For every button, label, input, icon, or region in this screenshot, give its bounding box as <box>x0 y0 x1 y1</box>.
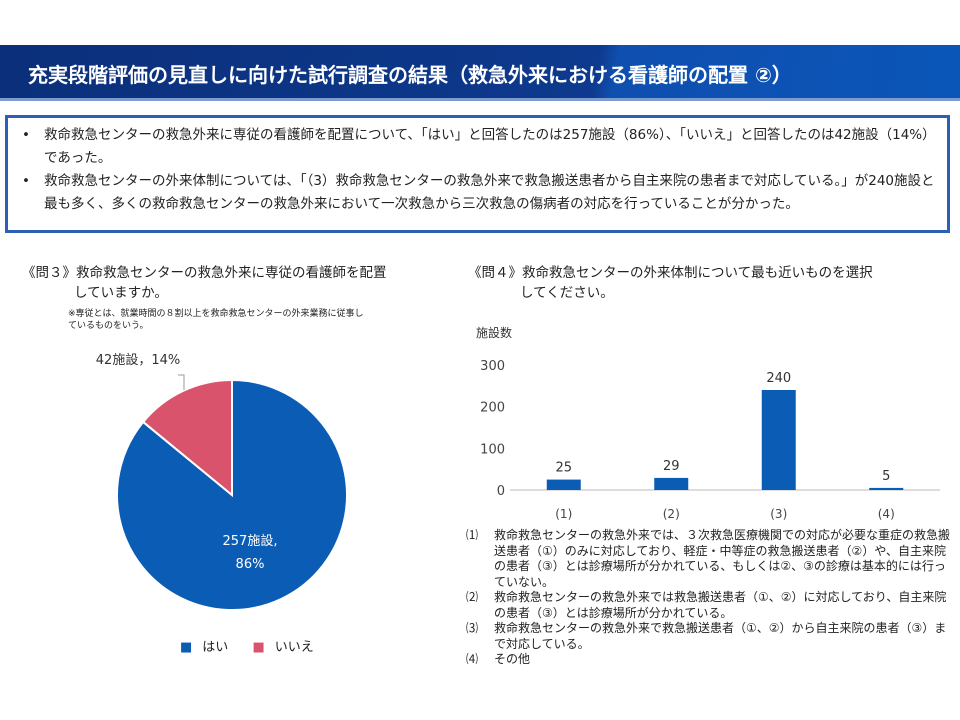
page-title: 充実段階評価の見直しに向けた試行調査の結果（救急外来における看護師の配置 ②） <box>28 63 792 87</box>
definition-item: ⑵ 救命救急センターの救急外来では救急搬送患者（①、②）に対応しており、自主来院の… <box>466 590 947 620</box>
q3-note: ※専従とは、就業時間の８割以上を救命救急センターの外来業務に従事しているものをい… <box>68 309 364 331</box>
legend-yes: ■ はい <box>180 640 229 655</box>
y-tick-label: 200 <box>480 401 505 416</box>
bar <box>546 479 581 490</box>
y-tick-label: 0 <box>497 484 505 499</box>
pie-leader-line <box>178 374 185 390</box>
definition-item: ⑶ 救命救急センターの救急外来で救急搬送患者（①、②）から自主来院の患者（③）まで… <box>466 621 947 651</box>
pie-label-no: 42施設，14% <box>96 352 180 368</box>
summary-item: 救命救急センターの外来体制については、「（3）救命救急センターの救急外来で救急搬… <box>22 170 937 216</box>
q3-title: 《問３》救命救急センターの救急外来に専従の看護師を配置 していますか。 <box>22 263 387 303</box>
pie-label-yes-pct: 86% <box>236 557 265 572</box>
q4-title-line2: してください。 <box>520 285 614 301</box>
y-axis-label: 施設数 <box>476 325 512 340</box>
bar-value-label: 240 <box>766 371 791 386</box>
bar <box>869 487 904 490</box>
definition-item: ⑷ その他 <box>466 652 531 666</box>
q3-title-line1: 《問３》救命救急センターの救急外来に専従の看護師を配置 <box>22 265 387 281</box>
summary-item: 救命救急センターの救急外来に専従の看護師を配置について、「はい」と回答したのは2… <box>22 124 937 170</box>
pie-slice-no <box>141 378 233 498</box>
bar-value-label: 29 <box>663 459 680 474</box>
summary-box: 救命救急センターの救急外来に専従の看護師を配置について、「はい」と回答したのは2… <box>5 115 950 233</box>
x-tick-label: (4) <box>878 507 895 521</box>
q4-definitions: ⑴ 救命救急センターの救急外来では、３次救急医療機関での対応が必要な重症の救急搬送… <box>466 528 956 668</box>
x-tick-label: (2) <box>663 507 680 521</box>
legend-no: ■ いいえ <box>252 640 314 655</box>
definition-item: ⑴ 救命救急センターの救急外来では、３次救急医療機関での対応が必要な重症の救急搬送… <box>466 528 951 589</box>
bar-value-label: 25 <box>555 461 572 476</box>
bar <box>654 477 689 490</box>
bar-value-label: 5 <box>882 469 890 484</box>
pie-legend: ■ はい ■ いいえ <box>180 636 334 655</box>
y-tick-label: 300 <box>480 359 505 374</box>
q3-title-line2: していますか。 <box>74 285 168 301</box>
header-banner: 充実段階評価の見直しに向けた試行調査の結果（救急外来における看護師の配置 ②） <box>0 45 960 101</box>
q4-title-line1: 《問４》救命救急センターの外来体制について最も近いものを選択 <box>468 265 873 281</box>
y-tick-label: 100 <box>480 442 505 457</box>
x-tick-label: (1) <box>555 507 572 521</box>
x-tick-label: (3) <box>770 507 787 521</box>
bar <box>761 390 796 490</box>
pie-label-yes: 257施設, <box>223 533 278 549</box>
q4-title: 《問４》救命救急センターの外来体制について最も近いものを選択 してください。 <box>468 263 873 303</box>
